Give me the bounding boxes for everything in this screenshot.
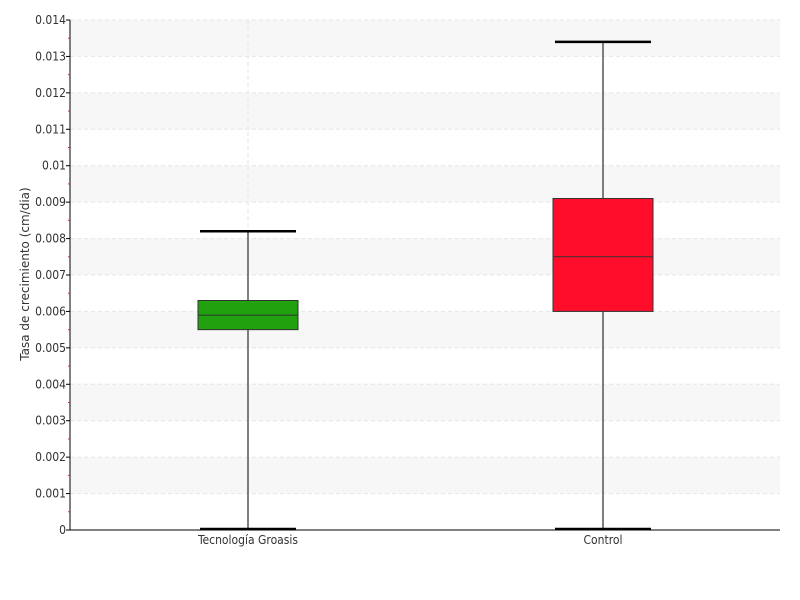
y-tick-label: 0.007: [35, 268, 66, 282]
grid-band: [70, 311, 780, 348]
grid-band: [70, 238, 780, 275]
y-tick-label: 0.003: [35, 414, 66, 428]
box-control: [552, 40, 654, 531]
y-tick-label: 0.006: [35, 304, 66, 318]
y-tick-label: 0.009: [35, 195, 66, 209]
grid-bands: [70, 20, 780, 494]
y-tick-label: 0.011: [35, 122, 66, 136]
y-tick-label: 0.014: [35, 13, 66, 27]
grid-band: [70, 92, 780, 130]
y-tick-label: 0.004: [35, 377, 66, 391]
y-tick-label: 0.01: [42, 159, 66, 173]
grid-band: [70, 20, 780, 57]
grid-band: [70, 457, 780, 494]
grid-band: [70, 165, 780, 203]
y-axis-ticks: 0 0.001 0.002 0.003 0.004 0.005 0.006 0.007 0.00…: [35, 13, 70, 537]
y-tick-label: 0.002: [35, 450, 66, 464]
y-tick-label: 0.008: [35, 232, 66, 246]
y-tick-label: 0: [59, 523, 66, 537]
boxes: [197, 40, 654, 531]
y-tick-label: 0.013: [35, 49, 66, 63]
x-tick-label: Control: [584, 533, 623, 547]
box-tecnologia-groasis: [197, 230, 299, 531]
y-tick-label: 0.005: [35, 341, 66, 355]
x-axis-ticks: Tecnología Groasis Control: [197, 533, 623, 547]
y-tick-label: 0.012: [35, 86, 66, 100]
iqr-box: [552, 198, 654, 312]
x-tick-label: Tecnología Groasis: [197, 533, 298, 547]
y-tick-label: 0.001: [35, 487, 66, 501]
grid-band: [70, 384, 780, 421]
y-axis-label: Tasa de crecimiento (cm/dia): [18, 187, 32, 361]
